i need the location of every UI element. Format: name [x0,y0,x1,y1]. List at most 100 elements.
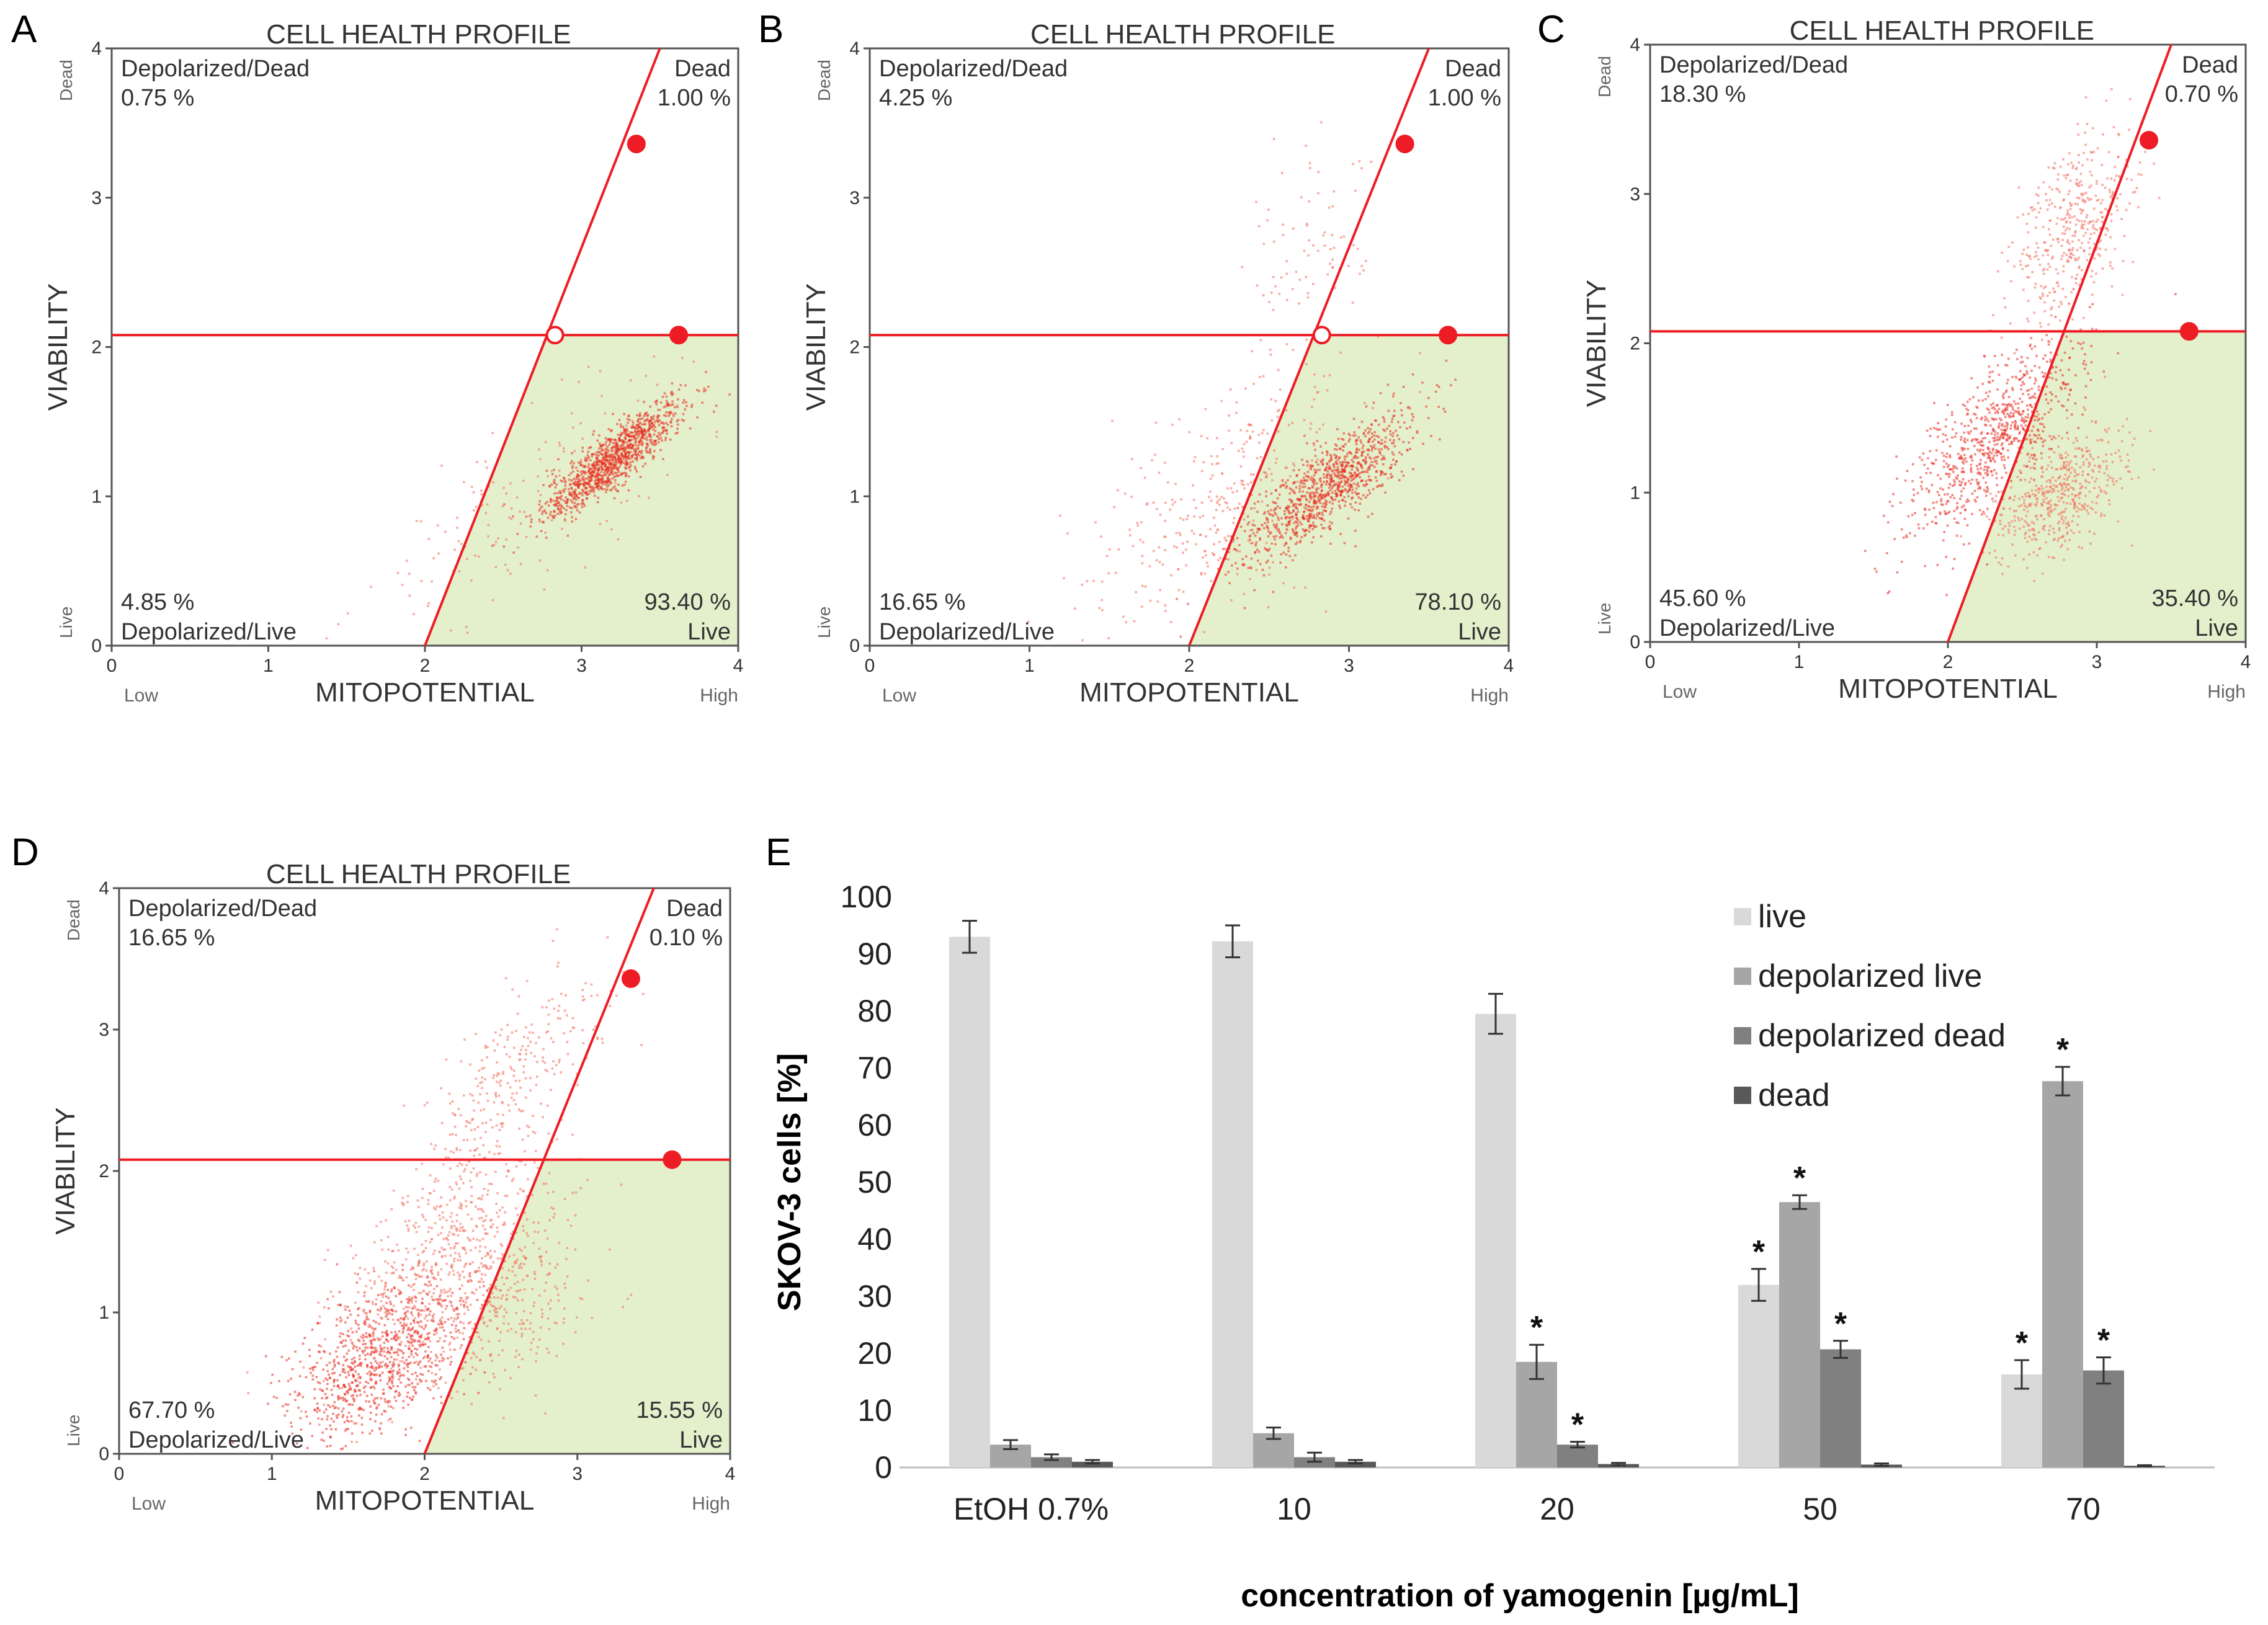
data-point [1326,463,1329,466]
data-point [569,499,573,502]
data-point [2060,359,2063,362]
data-point [653,440,656,442]
data-point [575,478,578,480]
data-point [1282,536,1284,539]
data-point [605,473,607,476]
data-point [1320,523,1323,526]
data-point [2089,220,2092,223]
x-tick-label: 3 [2092,652,2102,672]
data-point [2068,474,2071,478]
data-point [1259,563,1262,566]
data-point [297,1406,300,1409]
data-point [2066,461,2068,463]
data-point [2076,510,2078,513]
data-point [1334,498,1336,501]
data-point [2017,186,2020,189]
data-point [1386,477,1390,479]
data-point [358,1358,361,1361]
data-point [644,433,647,435]
data-point [1277,519,1280,521]
data-point [664,422,667,424]
data-point [2032,492,2035,496]
data-point [2096,147,2099,150]
data-point [1333,246,1336,249]
data-point [2055,395,2057,398]
data-point [2043,413,2047,416]
data-point [586,483,589,486]
data-point [667,404,669,407]
data-point [564,484,567,487]
data-point [2017,516,2020,519]
data-point [1970,421,1973,424]
data-point [529,514,532,517]
data-point [1942,433,1945,435]
data-point [653,424,655,427]
data-point [1247,423,1250,426]
data-point [2019,431,2022,434]
data-point [1249,538,1251,541]
data-point [610,447,613,450]
data-point [1275,457,1278,460]
data-point [596,481,599,484]
data-point [1282,484,1284,486]
data-point [2011,386,2014,390]
data-point [1188,430,1191,434]
data-point [333,1420,335,1423]
data-point [509,482,512,485]
data-point [437,1302,440,1306]
data-point [615,471,618,474]
data-point [1143,476,1146,479]
data-point [607,463,610,465]
data-point [1369,457,1372,460]
data-point [453,548,456,551]
data-point [1309,464,1311,467]
data-point [429,1357,432,1360]
data-point [1391,451,1394,454]
data-point [2019,361,2022,364]
data-point [2022,383,2025,386]
data-point [443,1340,446,1343]
data-point [387,1350,390,1353]
data-point [1259,456,1262,458]
data-point [595,483,597,486]
data-point [1997,533,2000,536]
data-point [1903,536,1905,539]
data-point [2059,475,2061,478]
data-point [1179,517,1182,520]
data-point [1153,550,1155,553]
data-point [2077,427,2080,429]
data-point [2071,492,2074,496]
data-point [2096,496,2099,499]
data-point [538,519,541,521]
data-point [2073,505,2076,508]
data-point [2089,306,2091,308]
data-point [620,460,623,463]
data-point [2069,340,2073,342]
data-point [608,439,611,442]
data-point [1367,449,1370,452]
diagonal-gate-line [1947,44,2172,643]
data-point [589,476,592,479]
data-point [610,488,613,491]
data-point [568,491,571,494]
data-point [1329,262,1331,265]
data-point [644,462,647,465]
data-point [1306,461,1310,464]
data-point [646,442,649,445]
data-point [1976,441,1980,444]
y-tick-label: 1 [849,486,860,507]
data-point [1953,435,1957,439]
data-point [2098,486,2101,489]
data-point [427,1336,430,1339]
data-point [1285,523,1288,526]
y-tick-label: 2 [1630,334,1640,354]
data-point [669,411,672,414]
data-point [1882,514,1885,517]
data-point [1346,465,1349,468]
data-point [2004,409,2006,412]
data-point [1308,167,1311,169]
data-point [2149,430,2152,432]
data-point [1215,495,1218,498]
data-point [512,551,515,554]
data-point [2081,413,2084,416]
